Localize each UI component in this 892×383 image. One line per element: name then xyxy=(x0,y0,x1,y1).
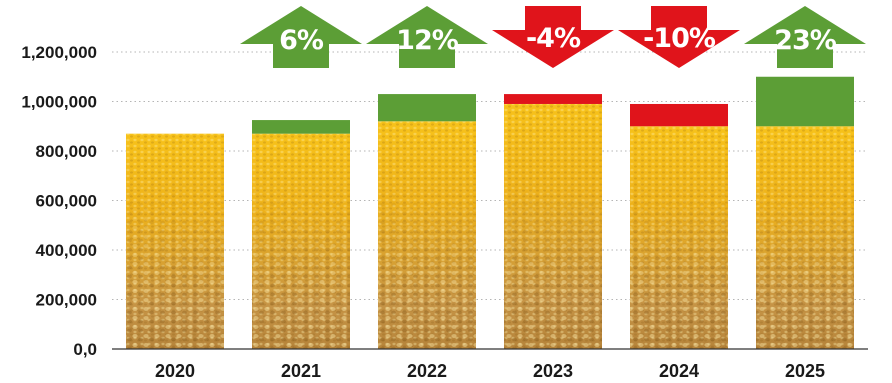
y-tick-label: 400,000 xyxy=(36,241,97,260)
x-tick-label: 2024 xyxy=(659,361,699,381)
change-label: -10% xyxy=(643,23,716,54)
change-label: 6% xyxy=(279,25,324,56)
change-segment xyxy=(756,76,854,127)
bar-2021 xyxy=(252,120,350,349)
labels: 0,0 200,000 400,000 600,000 800,000 1,000,000… xyxy=(21,6,866,381)
arrow-down-icon xyxy=(492,6,614,68)
bar-2022 xyxy=(378,94,476,349)
y-tick-label: 1,000,000 xyxy=(21,93,97,112)
y-tick-label: 0,0 xyxy=(73,340,97,359)
change-segment xyxy=(252,120,350,134)
change-segment xyxy=(504,94,602,104)
bar-texture-near xyxy=(252,133,350,349)
arrow-up-icon xyxy=(744,6,866,68)
gridlines xyxy=(112,51,868,300)
y-tick-label: 600,000 xyxy=(36,192,97,211)
bar-texture-near xyxy=(630,126,728,349)
x-tick-label: 2021 xyxy=(281,361,321,381)
bar-texture-near xyxy=(756,126,854,349)
y-tick-label: 200,000 xyxy=(36,291,97,310)
bar-texture-near xyxy=(378,121,476,349)
bar-texture-near xyxy=(126,133,224,349)
x-tick-label: 2020 xyxy=(155,361,195,381)
bar-texture-near xyxy=(504,103,602,349)
bars xyxy=(126,76,854,349)
arrow-down-icon xyxy=(618,6,740,68)
y-tick-label: 1,200,000 xyxy=(21,43,97,62)
change-label: 12% xyxy=(396,25,459,56)
bar-2024 xyxy=(630,103,728,349)
arrow-up-icon xyxy=(366,6,488,68)
x-tick-label: 2025 xyxy=(785,361,825,381)
bar-2023 xyxy=(504,94,602,349)
x-tick-label: 2023 xyxy=(533,361,573,381)
arrow-up-icon xyxy=(240,6,362,68)
change-segment xyxy=(378,94,476,122)
bar-2020 xyxy=(126,133,224,349)
bar-2025 xyxy=(756,76,854,349)
change-label: -4% xyxy=(526,23,581,54)
y-tick-label: 800,000 xyxy=(36,142,97,161)
change-segment xyxy=(630,103,728,127)
x-tick-label: 2022 xyxy=(407,361,447,381)
change-label: 23% xyxy=(774,25,837,56)
